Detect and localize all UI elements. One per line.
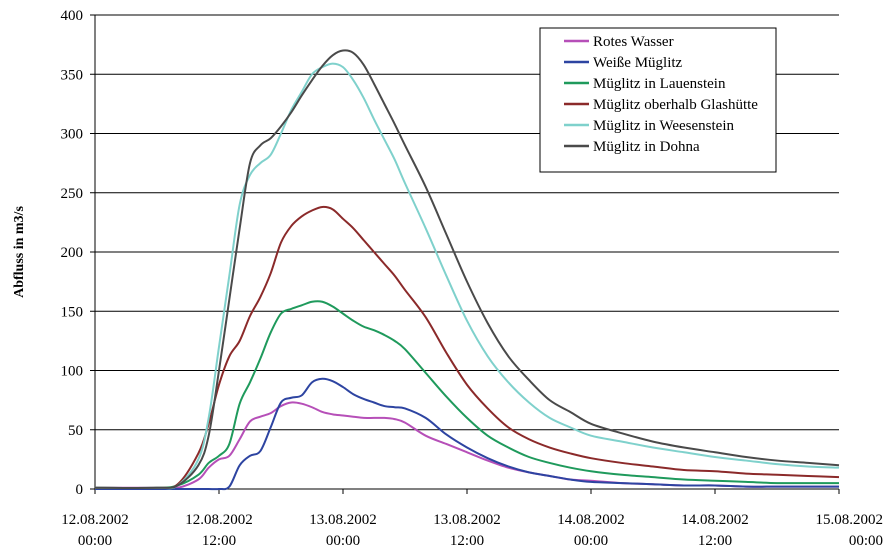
series-lines <box>94 49 840 491</box>
legend-label: Müglitz in Lauenstein <box>593 76 726 92</box>
x-tick-label-date: 12.08.2002 <box>61 512 129 528</box>
y-tick-label: 300 <box>61 127 84 143</box>
y-tick-label: 50 <box>68 423 83 439</box>
legend-label: Müglitz oberhalb Glashütte <box>593 97 758 113</box>
y-tick-label: 0 <box>76 482 84 498</box>
y-tick-label: 100 <box>61 364 84 380</box>
x-tick-label-time: 00:00 <box>849 533 883 549</box>
series-line-5 <box>94 62 840 490</box>
x-tick-label-date: 12.08.2002 <box>185 512 253 528</box>
x-tick-label-time: 12:00 <box>450 533 484 549</box>
x-tick-label-time: 00:00 <box>326 533 360 549</box>
series-line-4 <box>94 205 840 490</box>
x-tick-label-time: 12:00 <box>698 533 732 549</box>
legend: Rotes Wasser Weiße Müglitz Müglitz in Laue… <box>539 27 777 173</box>
x-tick-label-time: 12:00 <box>202 533 236 549</box>
axes: 0 50 100 150 200 250 300 350 400 12.08.2002 00:00 1… <box>61 8 884 549</box>
series-line-3 <box>94 300 839 489</box>
series-line-6 <box>94 49 840 489</box>
legend-label: Rotes Wasser <box>593 34 674 50</box>
x-tick-label-date: 13.08.2002 <box>309 512 377 528</box>
legend-label: Müglitz in Dohna <box>593 139 700 155</box>
x-tick-label-date: 15.08.2002 <box>816 512 884 528</box>
y-tick-label: 150 <box>61 304 84 320</box>
legend-box <box>539 27 777 173</box>
x-tick-label-time: 00:00 <box>574 533 608 549</box>
y-tick-label: 350 <box>61 67 84 83</box>
series-line-2 <box>95 377 839 491</box>
x-tick-label-time: 00:00 <box>78 533 112 549</box>
legend-label: Müglitz in Weesenstein <box>593 118 734 134</box>
legend-label: Weiße Müglitz <box>593 55 683 71</box>
x-tick-label-date: 14.08.2002 <box>557 512 625 528</box>
x-tick-label-date: 14.08.2002 <box>681 512 749 528</box>
y-tick-label: 400 <box>61 8 84 24</box>
x-tick-label-date: 13.08.2002 <box>433 512 501 528</box>
y-tick-label: 250 <box>61 186 84 202</box>
y-axis-title: Abfluss in m3/s <box>12 206 27 298</box>
y-tick-label: 200 <box>61 245 84 261</box>
